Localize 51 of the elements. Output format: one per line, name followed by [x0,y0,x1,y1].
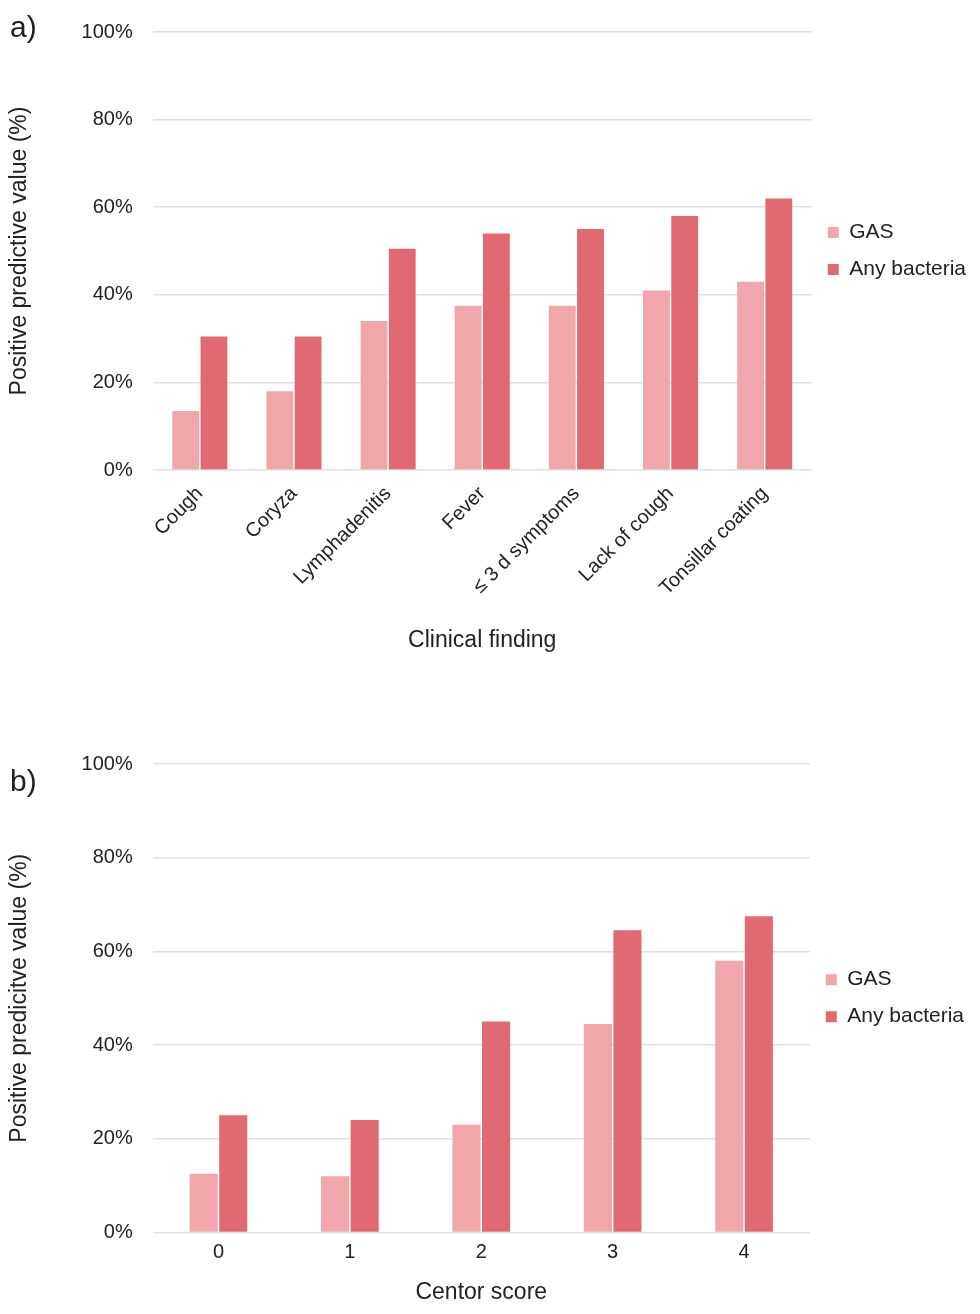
bar [219,1115,248,1232]
y-tick-label: 20% [92,369,133,392]
x-axis-title: Clinical finding [408,625,557,652]
y-tick-label: 100% [81,19,133,42]
y-tick-label: 100% [81,751,133,774]
y-tick-label: 0% [103,1219,133,1242]
y-tick-label: 20% [92,1126,133,1149]
x-axis-title: Centor score [415,1277,548,1304]
bar [321,1176,350,1232]
y-tick-label: 60% [92,194,133,217]
bar [577,229,604,470]
bar [548,305,576,470]
x-tick-label: 4 [738,1239,750,1262]
bar [715,960,744,1232]
bar [454,305,482,470]
bar [200,336,228,470]
bar [671,215,699,470]
bar [266,391,294,470]
chart-title: a) [10,10,37,43]
bar [583,1023,612,1232]
x-tick-label: 3 [607,1239,619,1262]
legend-label: GAS [847,966,892,990]
y-tick-label: 60% [92,938,133,961]
y-axis-title: Positive predictive value (%) [5,106,32,396]
bar [737,281,764,470]
bar [294,336,322,470]
legend-label: Any bacteria [849,256,967,280]
x-tick-label: 2 [475,1239,487,1262]
legend-label: GAS [849,219,894,243]
legend-label: Any bacteria [847,1003,965,1027]
bar [360,321,388,470]
y-tick-label: 40% [92,1032,133,1055]
bar [744,916,773,1232]
bar [765,198,793,470]
y-tick-label: 0% [103,457,133,480]
bar [482,1021,511,1232]
bar [613,930,642,1232]
y-tick-label: 40% [92,282,133,305]
bar [643,290,670,470]
bar [452,1124,481,1232]
y-tick-label: 80% [92,107,133,130]
x-tick-label: 1 [344,1239,356,1262]
x-tick-label: 0 [212,1239,225,1262]
y-axis-title: Positive predicitve value (%) [5,853,32,1143]
bar [350,1119,379,1232]
bar [189,1173,218,1232]
bar [388,248,416,470]
bar [482,233,510,470]
chart-title: b) [10,764,37,797]
y-tick-label: 80% [92,845,133,868]
bar [172,410,200,470]
